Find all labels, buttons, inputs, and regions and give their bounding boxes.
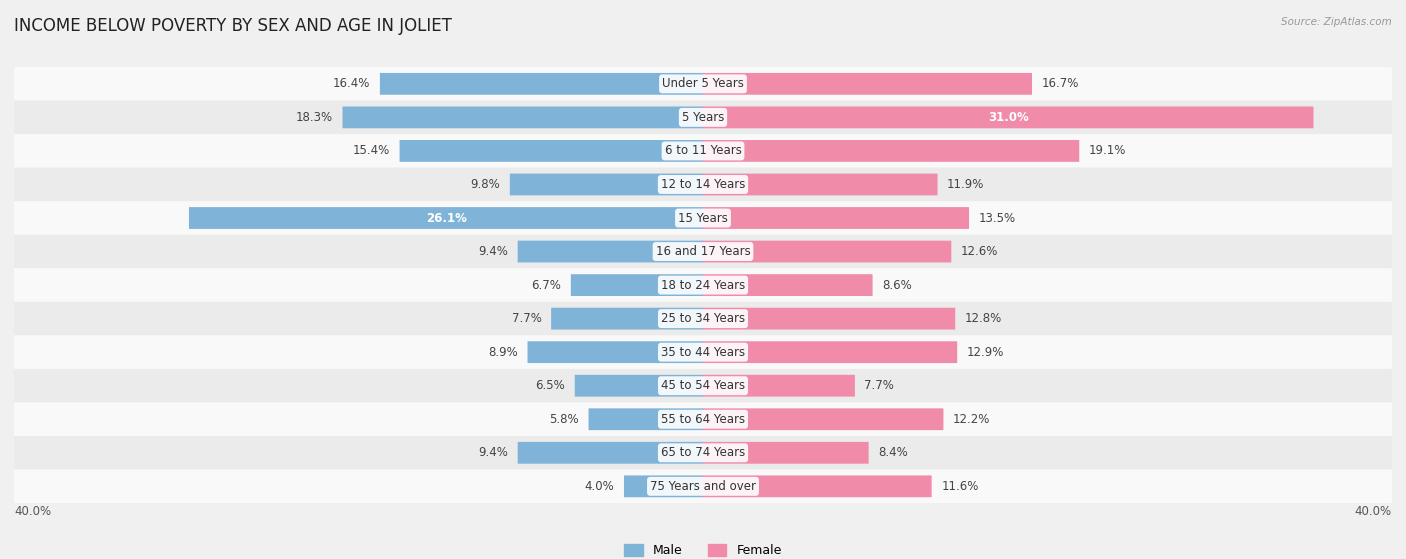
FancyBboxPatch shape xyxy=(14,201,1392,235)
FancyBboxPatch shape xyxy=(703,240,952,262)
Text: 16.7%: 16.7% xyxy=(1042,77,1078,91)
FancyBboxPatch shape xyxy=(510,173,703,196)
Text: 25 to 34 Years: 25 to 34 Years xyxy=(661,312,745,325)
Text: 13.5%: 13.5% xyxy=(979,211,1015,225)
Text: 55 to 64 Years: 55 to 64 Years xyxy=(661,413,745,426)
Text: 8.9%: 8.9% xyxy=(488,345,517,359)
FancyBboxPatch shape xyxy=(14,168,1392,201)
FancyBboxPatch shape xyxy=(380,73,703,94)
FancyBboxPatch shape xyxy=(703,140,1080,162)
FancyBboxPatch shape xyxy=(14,436,1392,470)
FancyBboxPatch shape xyxy=(14,335,1392,369)
Text: Source: ZipAtlas.com: Source: ZipAtlas.com xyxy=(1281,17,1392,27)
Text: 7.7%: 7.7% xyxy=(512,312,541,325)
Text: 7.7%: 7.7% xyxy=(865,379,894,392)
FancyBboxPatch shape xyxy=(14,235,1392,268)
FancyBboxPatch shape xyxy=(14,470,1392,503)
FancyBboxPatch shape xyxy=(703,442,869,464)
Text: 40.0%: 40.0% xyxy=(14,505,51,518)
FancyBboxPatch shape xyxy=(343,106,703,128)
FancyBboxPatch shape xyxy=(703,274,873,296)
Text: 8.6%: 8.6% xyxy=(882,278,912,292)
FancyBboxPatch shape xyxy=(14,134,1392,168)
Text: 6.7%: 6.7% xyxy=(531,278,561,292)
Text: 31.0%: 31.0% xyxy=(988,111,1028,124)
FancyBboxPatch shape xyxy=(399,140,703,162)
Text: 5 Years: 5 Years xyxy=(682,111,724,124)
Text: INCOME BELOW POVERTY BY SEX AND AGE IN JOLIET: INCOME BELOW POVERTY BY SEX AND AGE IN J… xyxy=(14,17,451,35)
FancyBboxPatch shape xyxy=(571,274,703,296)
Text: 75 Years and over: 75 Years and over xyxy=(650,480,756,493)
Text: 8.4%: 8.4% xyxy=(879,446,908,459)
FancyBboxPatch shape xyxy=(703,207,969,229)
FancyBboxPatch shape xyxy=(624,475,703,498)
FancyBboxPatch shape xyxy=(589,408,703,430)
Text: 6.5%: 6.5% xyxy=(536,379,565,392)
Text: 9.4%: 9.4% xyxy=(478,245,508,258)
Text: 12.9%: 12.9% xyxy=(967,345,1004,359)
Text: 16 and 17 Years: 16 and 17 Years xyxy=(655,245,751,258)
FancyBboxPatch shape xyxy=(14,302,1392,335)
FancyBboxPatch shape xyxy=(703,475,932,498)
FancyBboxPatch shape xyxy=(14,369,1392,402)
FancyBboxPatch shape xyxy=(703,408,943,430)
FancyBboxPatch shape xyxy=(703,173,938,196)
Text: 16.4%: 16.4% xyxy=(333,77,370,91)
Text: 65 to 74 Years: 65 to 74 Years xyxy=(661,446,745,459)
FancyBboxPatch shape xyxy=(14,67,1392,101)
FancyBboxPatch shape xyxy=(703,307,955,329)
Text: 18 to 24 Years: 18 to 24 Years xyxy=(661,278,745,292)
Text: 6 to 11 Years: 6 to 11 Years xyxy=(665,144,741,158)
Text: 19.1%: 19.1% xyxy=(1088,144,1126,158)
Text: 15.4%: 15.4% xyxy=(353,144,389,158)
FancyBboxPatch shape xyxy=(527,341,703,363)
FancyBboxPatch shape xyxy=(703,375,855,397)
Legend: Male, Female: Male, Female xyxy=(619,539,787,559)
FancyBboxPatch shape xyxy=(575,375,703,397)
FancyBboxPatch shape xyxy=(703,106,1313,128)
Text: 15 Years: 15 Years xyxy=(678,211,728,225)
Text: 11.9%: 11.9% xyxy=(948,178,984,191)
Text: 12.8%: 12.8% xyxy=(965,312,1002,325)
FancyBboxPatch shape xyxy=(14,101,1392,134)
Text: 35 to 44 Years: 35 to 44 Years xyxy=(661,345,745,359)
Text: 9.4%: 9.4% xyxy=(478,446,508,459)
Text: Under 5 Years: Under 5 Years xyxy=(662,77,744,91)
Text: 40.0%: 40.0% xyxy=(1355,505,1392,518)
Text: 9.8%: 9.8% xyxy=(471,178,501,191)
FancyBboxPatch shape xyxy=(14,402,1392,436)
FancyBboxPatch shape xyxy=(551,307,703,329)
FancyBboxPatch shape xyxy=(188,207,703,229)
Text: 26.1%: 26.1% xyxy=(426,211,467,225)
Text: 12.2%: 12.2% xyxy=(953,413,990,426)
Text: 12 to 14 Years: 12 to 14 Years xyxy=(661,178,745,191)
Text: 45 to 54 Years: 45 to 54 Years xyxy=(661,379,745,392)
Text: 11.6%: 11.6% xyxy=(941,480,979,493)
FancyBboxPatch shape xyxy=(517,240,703,262)
Text: 4.0%: 4.0% xyxy=(585,480,614,493)
FancyBboxPatch shape xyxy=(703,341,957,363)
Text: 5.8%: 5.8% xyxy=(550,413,579,426)
FancyBboxPatch shape xyxy=(517,442,703,464)
FancyBboxPatch shape xyxy=(14,268,1392,302)
Text: 18.3%: 18.3% xyxy=(295,111,333,124)
Text: 12.6%: 12.6% xyxy=(960,245,998,258)
FancyBboxPatch shape xyxy=(703,73,1032,94)
